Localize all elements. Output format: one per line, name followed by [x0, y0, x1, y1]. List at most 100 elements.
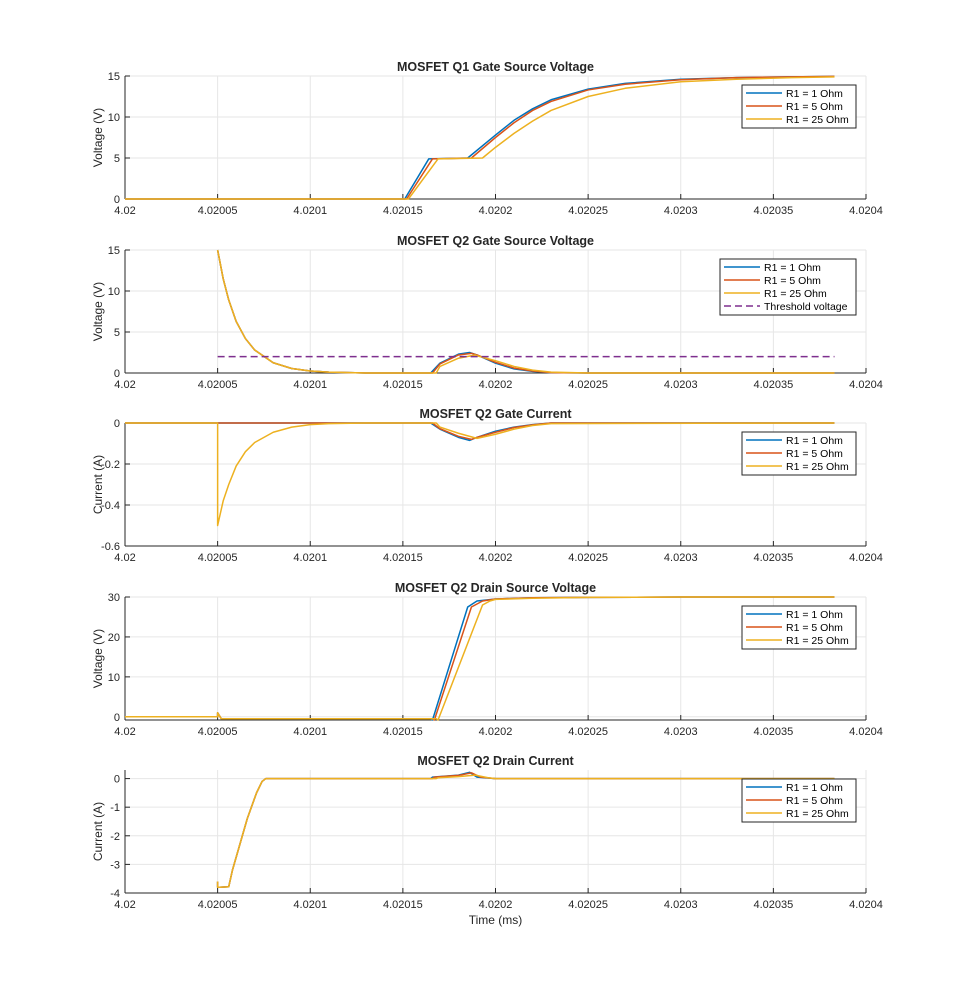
y-tick-label: -4	[110, 888, 120, 900]
series-group	[125, 422, 835, 527]
x-tick-label: 4.0201	[293, 726, 327, 738]
x-tick-label: 4.02005	[198, 899, 238, 911]
x-tick-label: 4.0203	[664, 899, 698, 911]
x-tick-label: 4.0204	[849, 379, 883, 391]
series-group	[216, 249, 835, 374]
x-tick-label: 4.0201	[293, 379, 327, 391]
x-tick-label: 4.02	[114, 205, 135, 217]
y-tick-label: 0	[114, 712, 120, 724]
x-tick-label: 4.0201	[293, 552, 327, 564]
x-tick-label: 4.02025	[568, 552, 608, 564]
legend-label: Threshold voltage	[764, 301, 848, 313]
x-tick-label: 4.0204	[849, 205, 883, 217]
y-tick-label: 5	[114, 327, 120, 339]
chart-title: MOSFET Q2 Drain Source Voltage	[395, 581, 596, 595]
series-line-3	[125, 596, 835, 721]
x-tick-label: 4.02005	[198, 379, 238, 391]
legend-label: R1 = 1 Ohm	[786, 782, 843, 794]
x-tick-label: 4.02035	[753, 726, 793, 738]
y-tick-label: 15	[108, 245, 120, 257]
y-tick-label: -0.4	[101, 500, 120, 512]
x-tick-label: 4.02035	[753, 379, 793, 391]
legend-label: R1 = 1 Ohm	[786, 609, 843, 621]
x-tick-label: 4.02	[114, 552, 135, 564]
legend-label: R1 = 5 Ohm	[786, 101, 843, 113]
x-tick-label: 4.0202	[479, 552, 513, 564]
legend-label: R1 = 25 Ohm	[786, 808, 849, 820]
legend-label: R1 = 5 Ohm	[786, 622, 843, 634]
legend-label: R1 = 5 Ohm	[786, 795, 843, 807]
chart-4: 4.02 4.02005 4.0201 4.02015 4.0202 4.02025 4.0…	[91, 581, 883, 738]
series-group	[216, 771, 835, 889]
y-tick-label: 15	[108, 71, 120, 83]
x-tick-label: 4.0201	[293, 205, 327, 217]
chart-title: MOSFET Q2 Gate Current	[419, 407, 572, 421]
x-tick-label: 4.02025	[568, 726, 608, 738]
y-tick-label: 10	[108, 286, 120, 298]
y-axis-label: Current (A)	[91, 802, 105, 861]
chart-title: MOSFET Q2 Drain Current	[417, 754, 574, 768]
y-tick-label: -1	[110, 802, 120, 814]
y-tick-label: 0	[114, 418, 120, 430]
x-tick-label: 4.02035	[753, 205, 793, 217]
x-tick-label: 4.0202	[479, 726, 513, 738]
chart-1: 4.02 4.02005 4.0201 4.02015 4.0202 4.02025 4.0…	[91, 60, 883, 217]
y-tick-label: 10	[108, 112, 120, 124]
chart-5: 4.02 4.02005 4.0201 4.02015 4.0202 4.02025 4.0…	[91, 754, 883, 927]
series-group	[125, 75, 835, 200]
x-tick-label: 4.0203	[664, 379, 698, 391]
legend-label: R1 = 1 Ohm	[764, 262, 821, 274]
chart-3: 4.02 4.02005 4.0201 4.02015 4.0202 4.02025 4.0…	[91, 407, 883, 564]
y-tick-label: -2	[110, 831, 120, 843]
x-tick-label: 4.02005	[198, 552, 238, 564]
legend-label: R1 = 25 Ohm	[786, 461, 849, 473]
series-line-3	[216, 249, 835, 374]
y-axis-label: Voltage (V)	[91, 629, 105, 688]
chart-title: MOSFET Q2 Gate Source Voltage	[397, 234, 594, 248]
x-tick-label: 4.02005	[198, 205, 238, 217]
y-tick-label: 0	[114, 774, 120, 786]
x-tick-label: 4.02025	[568, 899, 608, 911]
x-tick-label: 4.0202	[479, 899, 513, 911]
series-line-3	[125, 76, 835, 200]
legend-box	[719, 258, 857, 316]
legend-label: R1 = 1 Ohm	[786, 435, 843, 447]
x-tick-label: 4.02015	[383, 205, 423, 217]
y-tick-label: 30	[108, 592, 120, 604]
y-tick-label: -3	[110, 859, 120, 871]
legend-label: R1 = 25 Ohm	[764, 288, 827, 300]
x-tick-label: 4.02015	[383, 726, 423, 738]
x-tick-label: 4.02025	[568, 379, 608, 391]
legend-label: R1 = 25 Ohm	[786, 635, 849, 647]
x-tick-label: 4.0203	[664, 552, 698, 564]
y-axis-label: Voltage (V)	[91, 282, 105, 341]
x-tick-label: 4.0204	[849, 726, 883, 738]
y-tick-label: 0	[114, 368, 120, 380]
x-tick-label: 4.02035	[753, 552, 793, 564]
x-tick-label: 4.02005	[198, 726, 238, 738]
y-tick-label: 5	[114, 153, 120, 165]
legend-label: R1 = 5 Ohm	[764, 275, 821, 287]
x-tick-label: 4.0203	[664, 205, 698, 217]
legend-label: R1 = 25 Ohm	[786, 114, 849, 126]
y-tick-label: -0.6	[101, 541, 120, 553]
x-tick-label: 4.02025	[568, 205, 608, 217]
x-tick-label: 4.0202	[479, 205, 513, 217]
x-tick-label: 4.02	[114, 899, 135, 911]
series-group	[125, 596, 835, 721]
y-tick-label: 10	[108, 672, 120, 684]
x-tick-label: 4.0203	[664, 726, 698, 738]
chart-2: 4.02 4.02005 4.0201 4.02015 4.0202 4.02025 4.0…	[91, 234, 883, 391]
x-tick-label: 4.02	[114, 379, 135, 391]
x-tick-label: 4.02015	[383, 379, 423, 391]
x-tick-label: 4.0202	[479, 379, 513, 391]
x-tick-label: 4.02015	[383, 552, 423, 564]
x-axis-label: Time (ms)	[469, 913, 523, 927]
x-tick-label: 4.02	[114, 726, 135, 738]
